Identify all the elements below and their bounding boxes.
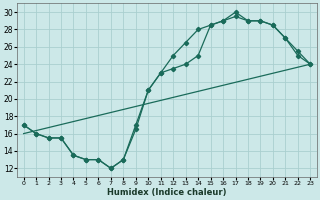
X-axis label: Humidex (Indice chaleur): Humidex (Indice chaleur) <box>107 188 227 197</box>
